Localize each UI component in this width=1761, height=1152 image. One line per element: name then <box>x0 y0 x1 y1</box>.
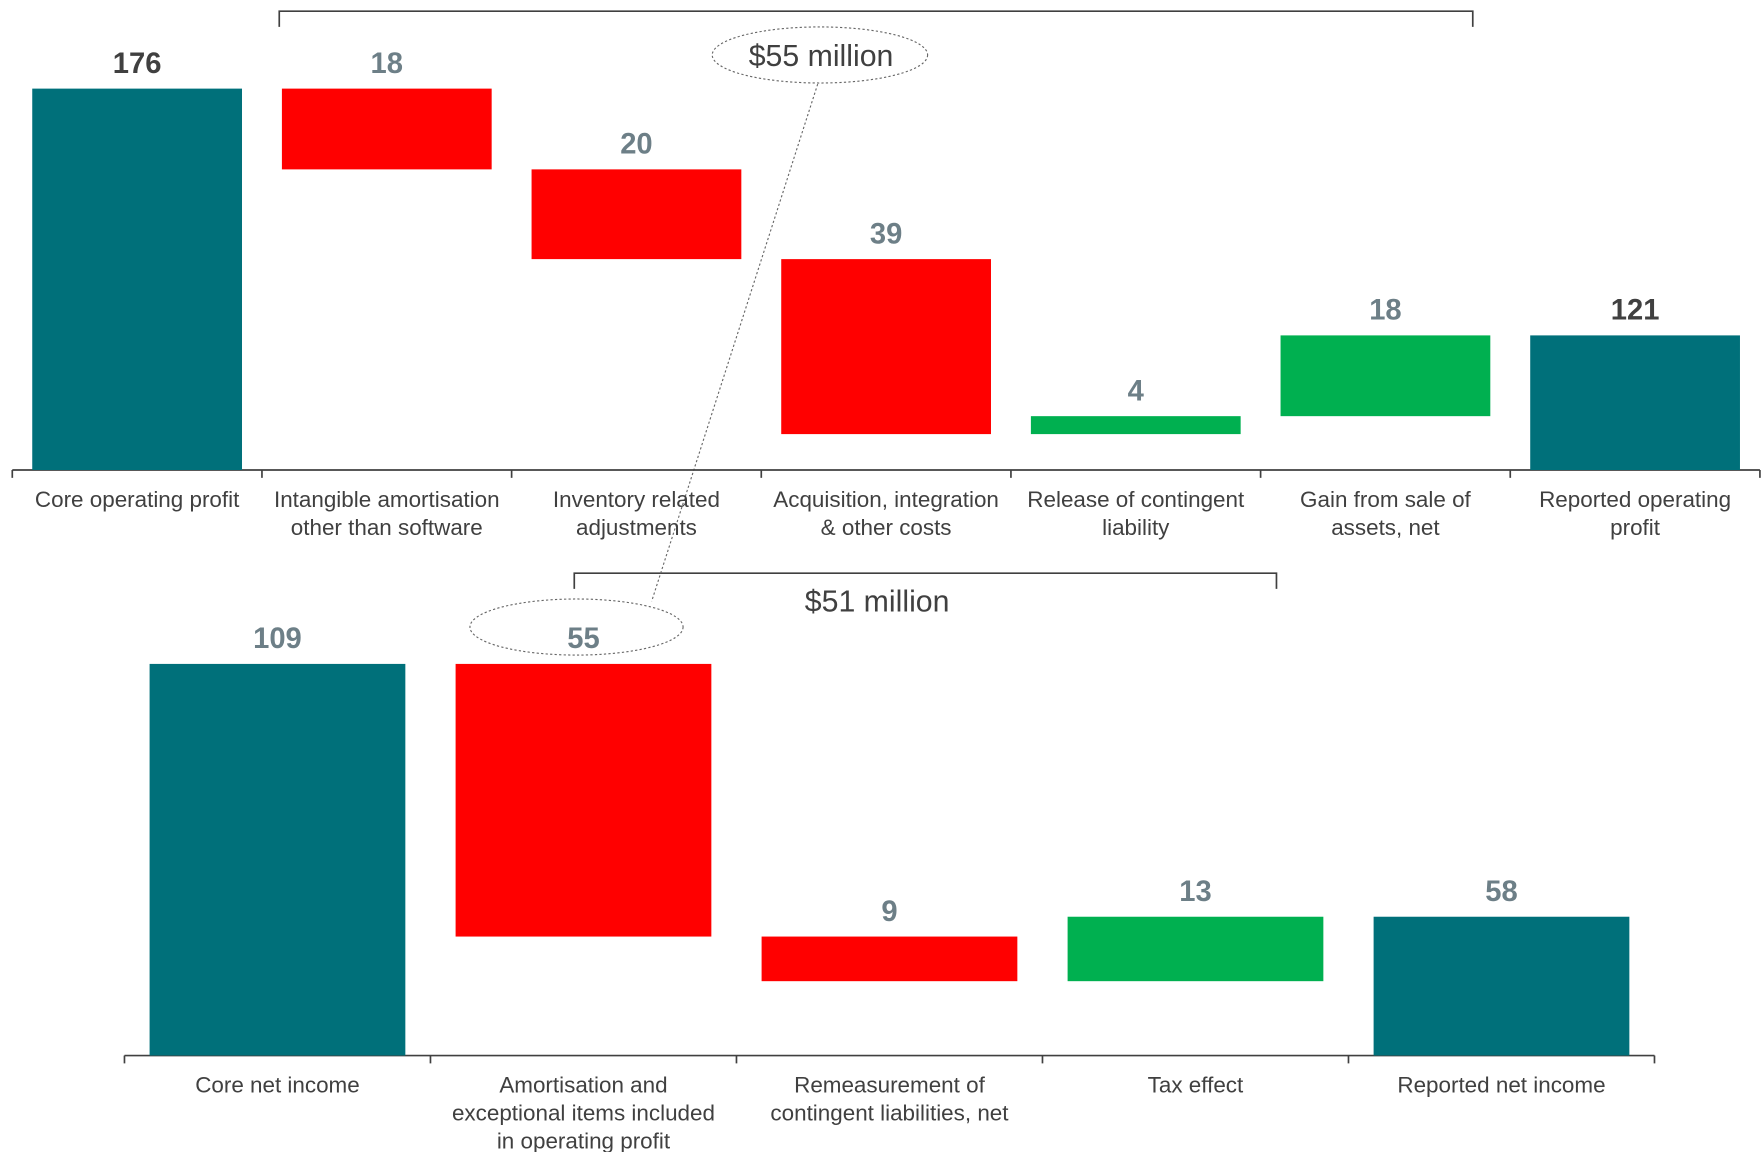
bracket <box>278 10 1474 27</box>
bar <box>761 936 1018 982</box>
x-tick-label: Acquisition, integration & other costs <box>773 487 999 540</box>
value-label: 39 <box>870 218 902 250</box>
x-tick-label: Inventory related adjustments <box>553 487 720 540</box>
callout-ellipse <box>469 598 684 656</box>
value-label: 176 <box>113 48 162 80</box>
value-label: 13 <box>1179 876 1211 908</box>
bracket <box>573 572 1278 589</box>
bar <box>32 88 243 470</box>
x-tick-label: Intangible amortisation other than softwa… <box>274 487 500 540</box>
bar <box>281 88 492 170</box>
x-tick-label: Amortisation and exceptional items includ… <box>452 1073 715 1152</box>
value-label: 18 <box>371 48 403 80</box>
value-label: 18 <box>1369 295 1401 327</box>
x-tick-label: Gain from sale of assets, net <box>1300 487 1471 540</box>
x-tick-label: Tax effect <box>1148 1073 1244 1098</box>
x-tick-label: Core net income <box>195 1073 360 1098</box>
bar <box>149 663 406 1056</box>
callout-ellipse <box>711 26 929 84</box>
annotation: $55 million <box>749 40 894 73</box>
bar <box>1067 916 1324 982</box>
bar <box>1280 335 1491 417</box>
bar <box>1530 335 1740 470</box>
x-tick-label: Reported net income <box>1397 1073 1605 1098</box>
bar <box>781 259 991 435</box>
value-label: 58 <box>1485 876 1517 908</box>
value-label: 109 <box>253 623 302 655</box>
annotation: $51 million <box>805 585 950 618</box>
value-label: 55 <box>567 623 599 655</box>
value-label: 20 <box>620 129 652 161</box>
value-label: 4 <box>1128 375 1145 407</box>
bar <box>455 663 712 937</box>
value-label: 121 <box>1611 295 1660 327</box>
value-label: 9 <box>881 896 897 928</box>
x-tick-label: Release of contingent liability <box>1027 487 1245 540</box>
callout-line <box>651 83 819 602</box>
bar <box>531 169 742 260</box>
x-tick-label: Core operating profit <box>35 487 240 512</box>
x-tick-label: Reported operating profit <box>1539 487 1731 540</box>
x-tick-label: Remeasurement of contingent liabilities, … <box>770 1073 1009 1126</box>
bar <box>1373 916 1630 1056</box>
bar <box>1030 416 1241 435</box>
